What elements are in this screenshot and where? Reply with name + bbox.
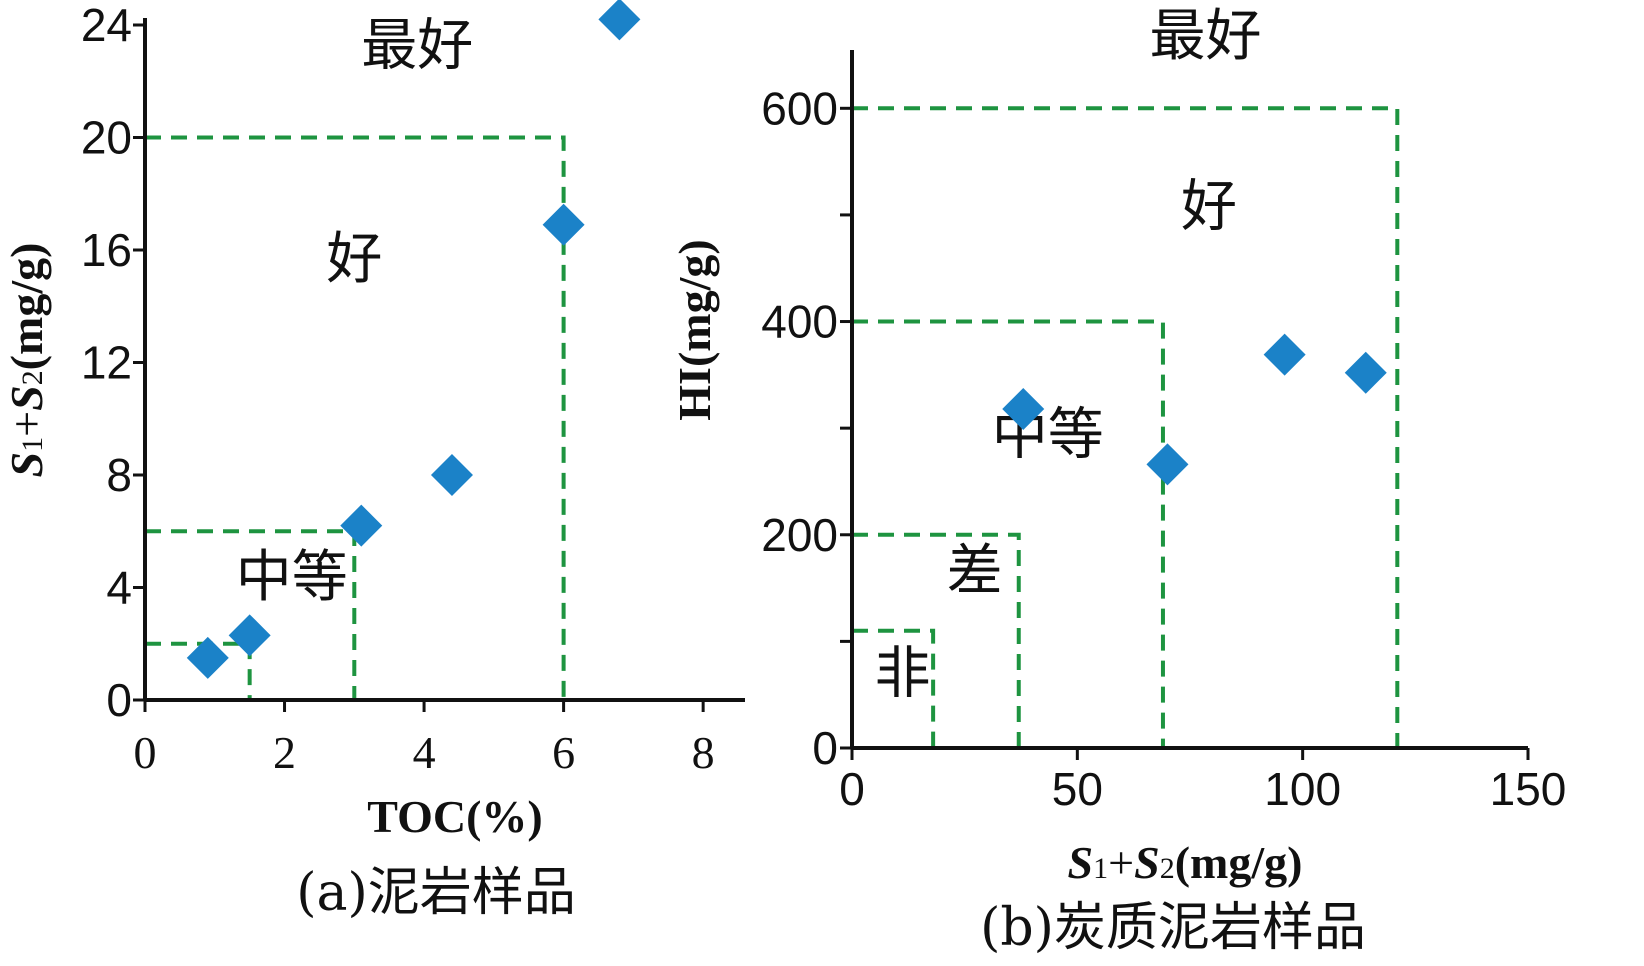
region-boundary-3 (852, 106, 1400, 748)
axis-title-part: S (1, 385, 52, 411)
region-boundary-1 (852, 532, 1021, 748)
axis-title-part: (mg/g) (1175, 837, 1303, 888)
y-tick-label: 12 (81, 337, 132, 389)
x-tick-label: 2 (273, 727, 296, 778)
data-point-4 (542, 203, 585, 246)
axis-title-part: 1 (1093, 852, 1108, 885)
axis-title-part: + (1, 411, 52, 437)
y-tick-label: 0 (812, 722, 838, 774)
x-tick-label: 6 (552, 727, 575, 778)
data-point-2 (340, 504, 383, 547)
region-label-2: 好 (326, 227, 382, 292)
y-axis-title: HI(mg/g) (669, 239, 720, 420)
x-tick-label: 8 (692, 727, 715, 778)
axis-title-part: + (1108, 837, 1134, 888)
data-point-3 (430, 454, 473, 496)
region-label-4: 最好 (1149, 4, 1261, 69)
x-tick-label: 4 (413, 727, 436, 778)
x-tick-label: 50 (1052, 763, 1103, 815)
x-tick-label: 100 (1264, 763, 1341, 815)
axis-title-part: (mg/g) (1, 243, 52, 371)
x-axis-title: S1+S2(mg/g) (1068, 837, 1303, 888)
axis-title-part: 2 (16, 370, 49, 385)
region-label-3: 好 (1181, 175, 1237, 240)
region-label-0: 非 (875, 642, 931, 707)
data-point-0 (186, 636, 229, 679)
x-tick-label: 150 (1490, 763, 1567, 815)
axis-title-part: S (1, 452, 52, 478)
panel-b-hi-chart: 0 50 100 1500200400600非差中等好最好S1+S2(mg/g)HI(… (669, 4, 1566, 958)
x-axis-title: TOC(%) (367, 791, 543, 842)
y-tick-label: 16 (81, 224, 132, 276)
y-tick-label: 0 (106, 674, 132, 726)
panel-a-toc-chart: 0 2 4 6 804812162024中等好最好TOC(%)S1+S2(mg/g)(a… (1, 0, 745, 923)
y-tick-label: 8 (106, 449, 132, 501)
panel-caption: (a)泥岩样品 (296, 863, 576, 923)
axis-title-part: 1 (16, 437, 49, 452)
y-tick-label: 24 (81, 0, 132, 51)
data-point-0 (1002, 387, 1045, 430)
data-point-1 (228, 614, 271, 657)
data-point-5 (598, 0, 641, 41)
y-tick-label: 600 (761, 82, 838, 134)
y-tick-label: 400 (761, 296, 838, 348)
x-tick-label: 0 (839, 763, 865, 815)
y-tick-label: 200 (761, 509, 838, 561)
panel-caption: (b)炭质泥岩样品 (980, 898, 1366, 958)
axis-title-part: S (1134, 837, 1160, 888)
x-tick-label: 0 (134, 727, 157, 778)
data-point-2 (1263, 333, 1306, 376)
data-point-1 (1146, 443, 1189, 486)
data-point-3 (1344, 351, 1387, 394)
region-boundary-2 (145, 135, 566, 700)
region-label-1: 中等 (236, 545, 348, 610)
axis-title-part: S (1068, 837, 1094, 888)
region-boundary-0 (852, 628, 936, 748)
y-tick-label: 20 (81, 112, 132, 164)
region-label-3: 最好 (361, 13, 473, 78)
y-axis-title: S1+S2(mg/g) (1, 243, 52, 478)
region-label-1: 差 (947, 539, 1003, 604)
y-tick-label: 4 (106, 562, 132, 614)
axis-title-part: 2 (1160, 852, 1175, 885)
